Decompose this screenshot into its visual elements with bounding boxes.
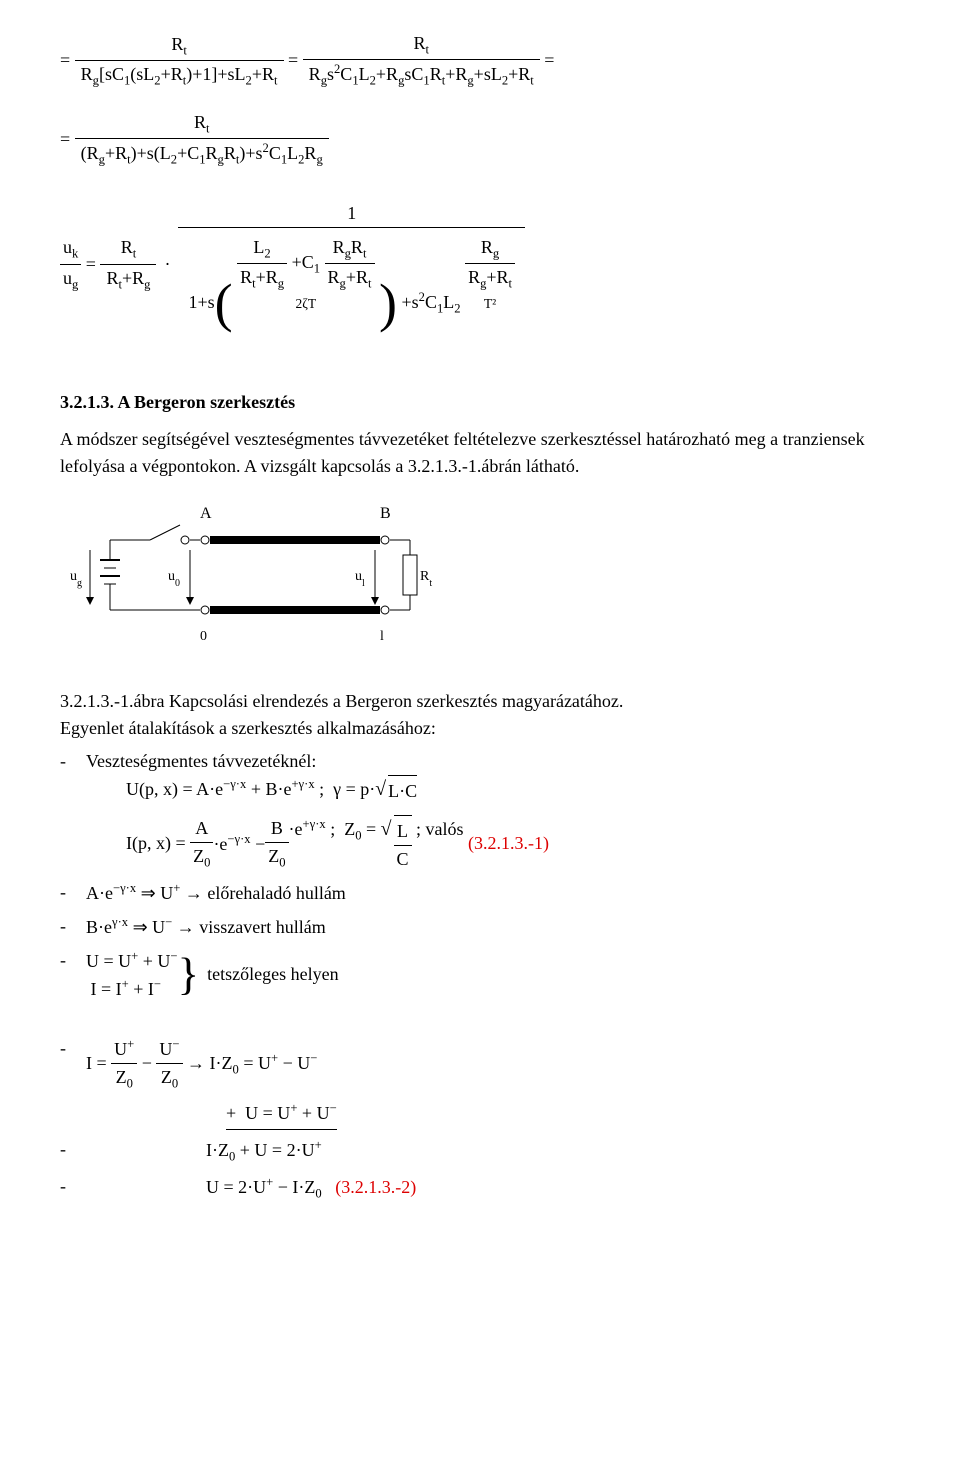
list-item-6a: - + U = U+ + U− [60,1099,900,1130]
list-item-5: - I = U+Z0 − U−Z0 → I·Z0 = U+ − U− [60,1035,900,1093]
label-Rt: Rt [420,569,432,589]
frac-2: Rt Rgs2C1L2+RgsC1Rt+Rg+sL2+Rt [303,30,540,91]
eq-label-2: (3.2.1.3.-2) [335,1177,416,1197]
list-item-2: - A·e−γ·x ⇒ U+ → előrehaladó hullám [60,879,900,907]
list-item-7: - U = 2·U+ − I·Z0 (3.2.1.3.-2) [60,1173,900,1203]
label-A: A [200,505,212,522]
paragraph-intro: A módszer segítségével veszteségmentes t… [60,426,900,480]
frac-rt-rtrg: Rt Rt+Rg [100,234,156,294]
list-item-6b: - I·Z0 + U = 2·U+ [60,1136,900,1166]
frac-big: 1 1+s( L2 Rt+Rg +C1 RgRt Rg+Rt 2ζT ) +s [178,200,525,329]
item1-eq2: I(p, x) = AZ0 ·e−γ·x − BZ0 ·e+γ·x ; Z0 =… [126,815,900,873]
label-ul: ul [355,569,365,589]
label-ug: ug [70,569,82,589]
item1-eq1: U(p, x) = A·e−γ·x + B·e+γ·x ; γ = p·L·C [126,775,900,805]
list-item-3: - B·eγ·x ⇒ U− → visszavert hullám [60,913,900,941]
frac-uk-ug: uk ug [60,234,81,294]
list-item-4: - U = U+ + U− I = I+ + I− } tetszőleges … [60,947,900,1003]
label-B: B [380,505,391,522]
circuit-diagram: A B ug u0 ul [60,500,900,668]
underbrace-2: Rg Rg+Rt T² [465,234,515,314]
frac-3: Rt (Rg+Rt)+s(L2+C1RgRt)+s2C1L2Rg [75,109,329,170]
eq-block-2: uk ug = Rt Rt+Rg · 1 1+s( L2 Rt+Rg +C1 R… [60,200,900,329]
underbrace-1: L2 Rt+Rg +C1 RgRt Rg+Rt 2ζT [237,234,374,314]
frac-1: Rt Rg[sC1(sL2+Rt)+1]+sL2+Rt [75,31,284,91]
item1-label: Veszteségmentes távvezetéknél: [86,748,900,775]
list-item-1: - Veszteségmentes távvezetéknél: U(p, x)… [60,748,900,873]
label-ell: l [380,629,384,644]
eq-block-1: = Rt Rg[sC1(sL2+Rt)+1]+sL2+Rt = Rt Rgs2C… [60,30,900,170]
label-zero: 0 [200,629,207,644]
item4-brace-label: tetszőleges helyen [207,961,338,988]
label-u0: u0 [168,569,180,589]
figure-caption: 3.2.1.3.-1.ábra Kapcsolási elrendezés a … [60,688,900,715]
section-heading: 3.2.1.3. A Bergeron szerkesztés [60,389,900,416]
paragraph-2: Egyenlet átalakítások a szerkesztés alka… [60,715,900,742]
eq-label-1: (3.2.1.3.-1) [468,830,549,857]
